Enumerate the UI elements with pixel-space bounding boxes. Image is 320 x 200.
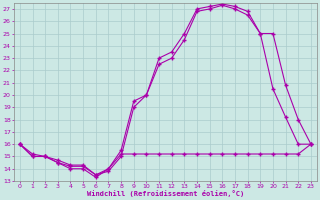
X-axis label: Windchill (Refroidissement éolien,°C): Windchill (Refroidissement éolien,°C) <box>87 190 244 197</box>
